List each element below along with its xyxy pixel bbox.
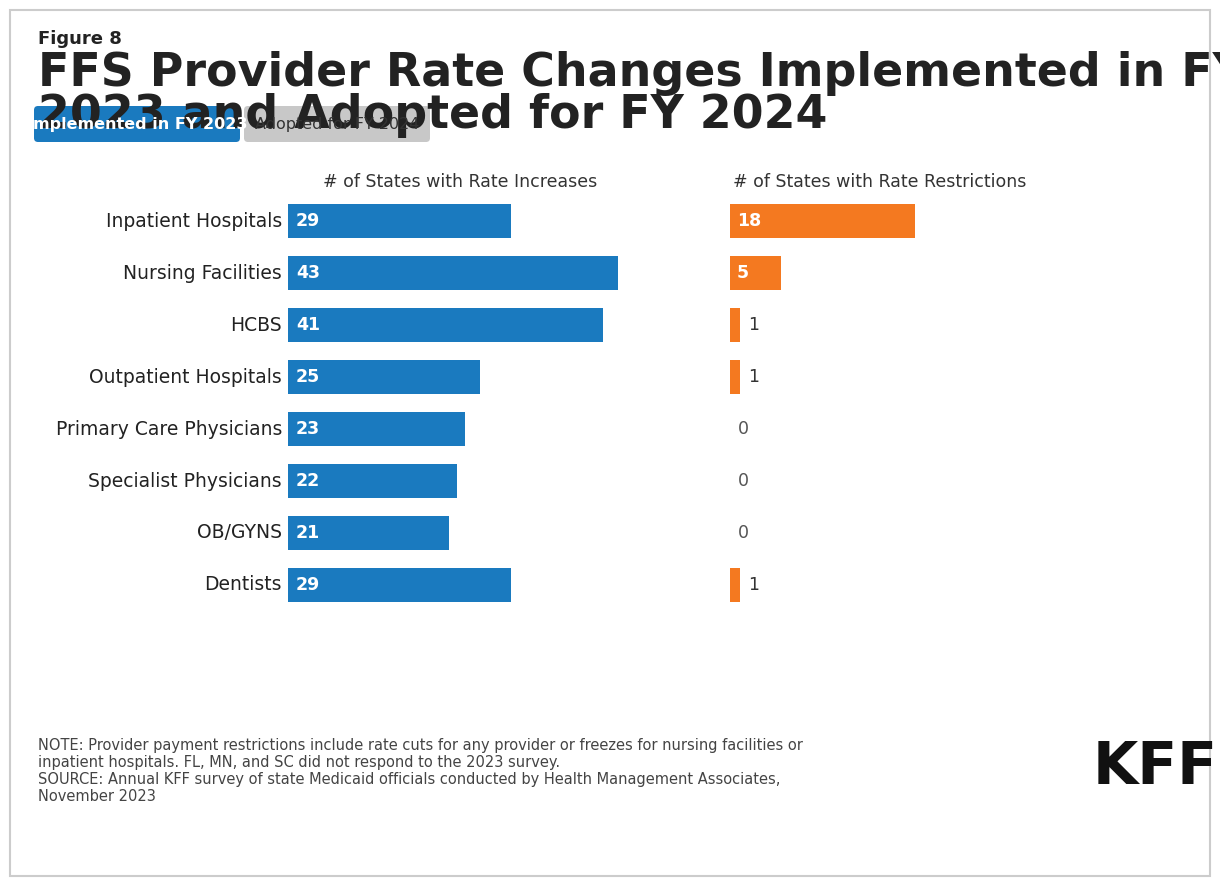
Text: Dentists: Dentists [205,576,282,595]
Text: Adopted for FY 2024: Adopted for FY 2024 [255,116,420,131]
Bar [288,360,479,394]
Text: Specialist Physicians: Specialist Physicians [88,471,282,491]
Text: November 2023: November 2023 [38,789,156,804]
Text: HCBS: HCBS [231,315,282,335]
Text: 0: 0 [738,524,749,542]
Bar [288,256,619,290]
Bar [730,256,781,290]
FancyBboxPatch shape [244,106,429,142]
Text: 25: 25 [296,368,320,386]
Text: NOTE: Provider payment restrictions include rate cuts for any provider or freeze: NOTE: Provider payment restrictions incl… [38,738,803,753]
Text: Implemented in FY 2023: Implemented in FY 2023 [27,116,248,131]
Text: Figure 8: Figure 8 [38,30,122,48]
Text: 23: 23 [296,420,320,438]
Text: 21: 21 [296,524,320,542]
Text: 41: 41 [296,316,320,334]
Text: inpatient hospitals. FL, MN, and SC did not respond to the 2023 survey.: inpatient hospitals. FL, MN, and SC did … [38,755,560,770]
Bar [288,412,465,446]
Text: Primary Care Physicians: Primary Care Physicians [56,419,282,439]
Text: 1: 1 [748,368,759,386]
Bar [730,308,741,342]
Text: 29: 29 [296,212,320,230]
Bar [288,464,456,498]
Text: 22: 22 [296,472,320,490]
Bar [288,568,510,602]
Text: # of States with Rate Restrictions: # of States with Rate Restrictions [733,173,1027,191]
Text: # of States with Rate Increases: # of States with Rate Increases [323,173,597,191]
Text: 0: 0 [738,420,749,438]
Text: Nursing Facilities: Nursing Facilities [123,263,282,283]
Text: KFF: KFF [1092,739,1218,796]
Bar [730,360,741,394]
FancyBboxPatch shape [34,106,240,142]
Text: FFS Provider Rate Changes Implemented in FY: FFS Provider Rate Changes Implemented in… [38,51,1220,96]
Text: 43: 43 [296,264,320,282]
Bar [288,516,449,550]
Text: 29: 29 [296,576,320,594]
Bar [288,204,510,238]
Text: 1: 1 [748,316,759,334]
Text: 18: 18 [737,212,761,230]
Text: Outpatient Hospitals: Outpatient Hospitals [89,368,282,386]
Text: 1: 1 [748,576,759,594]
Text: OB/GYNS: OB/GYNS [196,524,282,542]
Bar [288,308,603,342]
Text: 5: 5 [737,264,749,282]
Text: 0: 0 [738,472,749,490]
Text: Inpatient Hospitals: Inpatient Hospitals [106,212,282,230]
Bar [730,204,915,238]
Text: 2023 and Adopted for FY 2024: 2023 and Adopted for FY 2024 [38,93,827,138]
Bar [730,568,741,602]
Text: SOURCE: Annual KFF survey of state Medicaid officials conducted by Health Manage: SOURCE: Annual KFF survey of state Medic… [38,772,781,787]
